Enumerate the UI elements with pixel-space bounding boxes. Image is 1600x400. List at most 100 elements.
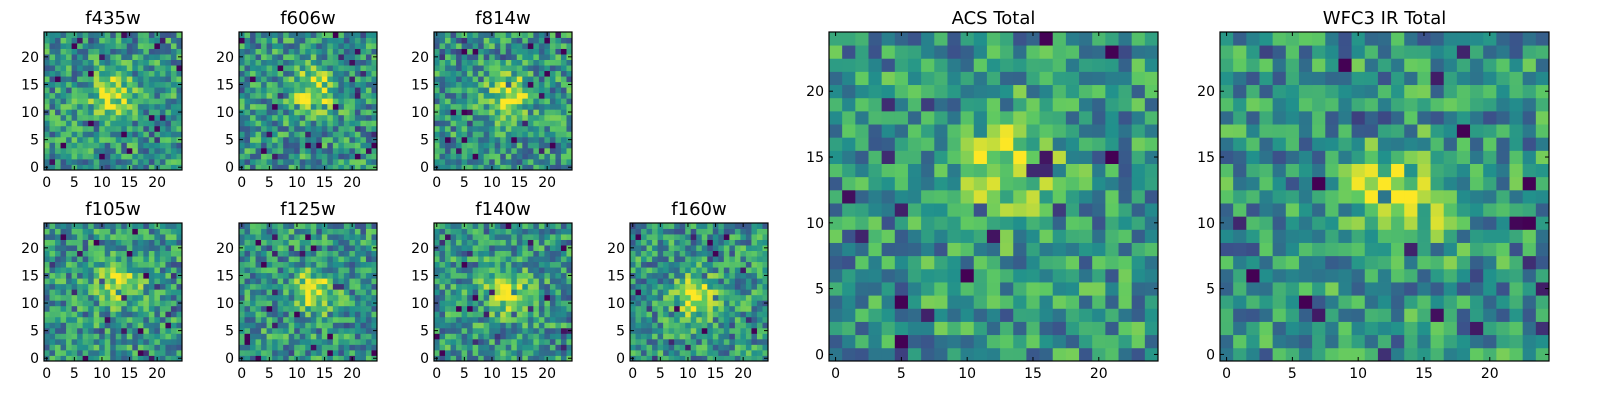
heatmap-cell: [756, 349, 763, 356]
heatmap-cell: [668, 245, 675, 251]
heatmap-cell: [305, 37, 312, 44]
heatmap-cell: [115, 305, 122, 312]
heatmap-cell: [516, 311, 523, 318]
heatmap-cell: [505, 223, 512, 229]
heatmap-cell: [505, 245, 512, 251]
heatmap-cell: [533, 316, 540, 323]
heatmap-cell: [66, 349, 72, 356]
heatmap-cell: [549, 59, 556, 66]
heatmap-cell: [176, 239, 183, 246]
heatmap-cell: [646, 278, 653, 285]
heatmap-cell: [255, 261, 262, 268]
heatmap-cell: [450, 43, 457, 49]
heatmap-cell: [343, 256, 350, 263]
heatmap-cell: [740, 272, 747, 279]
heatmap-cell: [450, 283, 457, 290]
heatmap-cell: [299, 278, 306, 285]
heatmap-cell: [137, 125, 144, 132]
heatmap-cell: [544, 120, 551, 127]
heatmap-cell: [467, 355, 474, 362]
heatmap-cell: [712, 250, 719, 257]
heatmap-cell: [332, 344, 339, 351]
heatmap-cell: [82, 239, 89, 246]
heatmap-cell: [99, 267, 106, 274]
heatmap-cell: [483, 223, 490, 229]
heatmap-cell: [277, 76, 284, 83]
heatmap-cell: [277, 142, 284, 149]
heatmap-cell: [93, 32, 100, 38]
heatmap-cell: [343, 136, 350, 143]
heatmap-cell: [77, 349, 84, 356]
heatmap-cell: [44, 70, 50, 77]
heatmap-cell: [66, 261, 72, 268]
heatmap-cell: [690, 278, 697, 285]
heatmap-cell: [511, 142, 518, 149]
heatmap-cell: [327, 289, 334, 296]
heatmap-cell: [261, 103, 267, 110]
heatmap-cell: [132, 81, 139, 88]
heatmap-cell: [121, 322, 128, 329]
heatmap-cell: [549, 338, 556, 345]
heatmap-cell: [489, 338, 496, 345]
heatmap-cell: [60, 142, 67, 149]
heatmap-cell: [762, 261, 769, 268]
heatmap-cell: [159, 120, 166, 127]
heatmap-cell: [445, 142, 451, 149]
heatmap-cell: [255, 250, 262, 257]
heatmap-cell: [288, 98, 295, 105]
heatmap-cell: [500, 289, 507, 296]
heatmap-cell: [712, 338, 719, 345]
heatmap-cell: [104, 147, 111, 154]
heatmap-cell: [360, 344, 367, 351]
heatmap-cell: [960, 255, 975, 270]
heatmap-cell: [478, 349, 485, 356]
heatmap-cell: [560, 87, 567, 94]
heatmap-cell: [522, 131, 529, 138]
heatmap-cell: [756, 355, 763, 362]
y-tick-label: 10: [216, 105, 234, 121]
heatmap-cell: [338, 305, 345, 312]
heatmap-cell: [745, 267, 752, 274]
heatmap-cell: [126, 344, 133, 351]
heatmap-cell: [762, 228, 769, 235]
heatmap-cell: [305, 147, 312, 154]
heatmap-cell: [266, 114, 273, 121]
heatmap-cell: [250, 333, 256, 340]
heatmap-cell: [456, 32, 462, 38]
heatmap-cell: [450, 32, 457, 38]
heatmap-cell: [294, 87, 301, 94]
heatmap-cell: [555, 70, 562, 77]
heatmap-cell: [44, 311, 50, 318]
heatmap-cell: [533, 59, 540, 66]
heatmap-cell: [261, 131, 267, 138]
heatmap-cell: [93, 294, 100, 301]
heatmap-cell: [332, 228, 339, 235]
heatmap-cell: [868, 347, 883, 362]
heatmap-cell: [630, 344, 636, 351]
heatmap-cell: [266, 153, 273, 160]
heatmap-cell: [527, 305, 534, 312]
heatmap-cell: [66, 164, 72, 171]
heatmap-cell: [99, 153, 106, 160]
heatmap-cell: [261, 43, 267, 49]
heatmap-cell: [566, 344, 573, 351]
heatmap-cell: [283, 322, 290, 329]
heatmap-cell: [255, 223, 262, 229]
heatmap-cell: [332, 267, 339, 274]
heatmap-cell: [327, 70, 334, 77]
heatmap-cell: [740, 333, 747, 340]
heatmap-cell: [115, 234, 122, 240]
y-tick-label: 10: [411, 105, 429, 121]
heatmap-cell: [360, 114, 367, 121]
heatmap-cell: [533, 261, 540, 268]
heatmap-cell: [154, 87, 161, 94]
heatmap-cell: [277, 32, 284, 38]
heatmap-cell: [696, 289, 703, 296]
heatmap-cell: [522, 250, 529, 257]
heatmap-cell: [646, 316, 653, 323]
heatmap-cell: [244, 131, 251, 138]
heatmap-cell: [1079, 242, 1093, 257]
heatmap-cell: [855, 347, 869, 362]
heatmap-cell: [349, 261, 356, 268]
heatmap-cell: [646, 228, 653, 235]
